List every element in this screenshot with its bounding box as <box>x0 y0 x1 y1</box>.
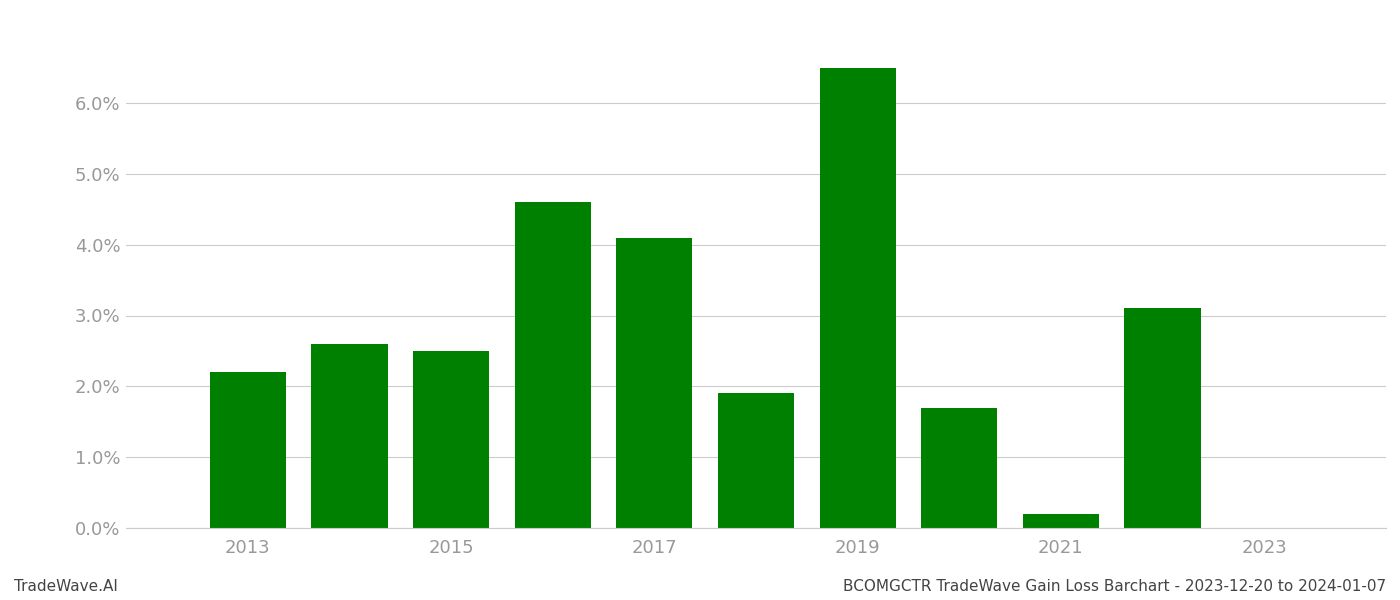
Bar <box>1023 514 1099 528</box>
Bar <box>921 407 997 528</box>
Bar <box>616 238 693 528</box>
Text: BCOMGCTR TradeWave Gain Loss Barchart - 2023-12-20 to 2024-01-07: BCOMGCTR TradeWave Gain Loss Barchart - … <box>843 579 1386 594</box>
Bar <box>718 394 794 528</box>
Bar <box>515 202 591 528</box>
Bar <box>1124 308 1201 528</box>
Bar <box>311 344 388 528</box>
Bar <box>413 351 489 528</box>
Bar <box>210 372 286 528</box>
Bar <box>819 68 896 528</box>
Text: TradeWave.AI: TradeWave.AI <box>14 579 118 594</box>
